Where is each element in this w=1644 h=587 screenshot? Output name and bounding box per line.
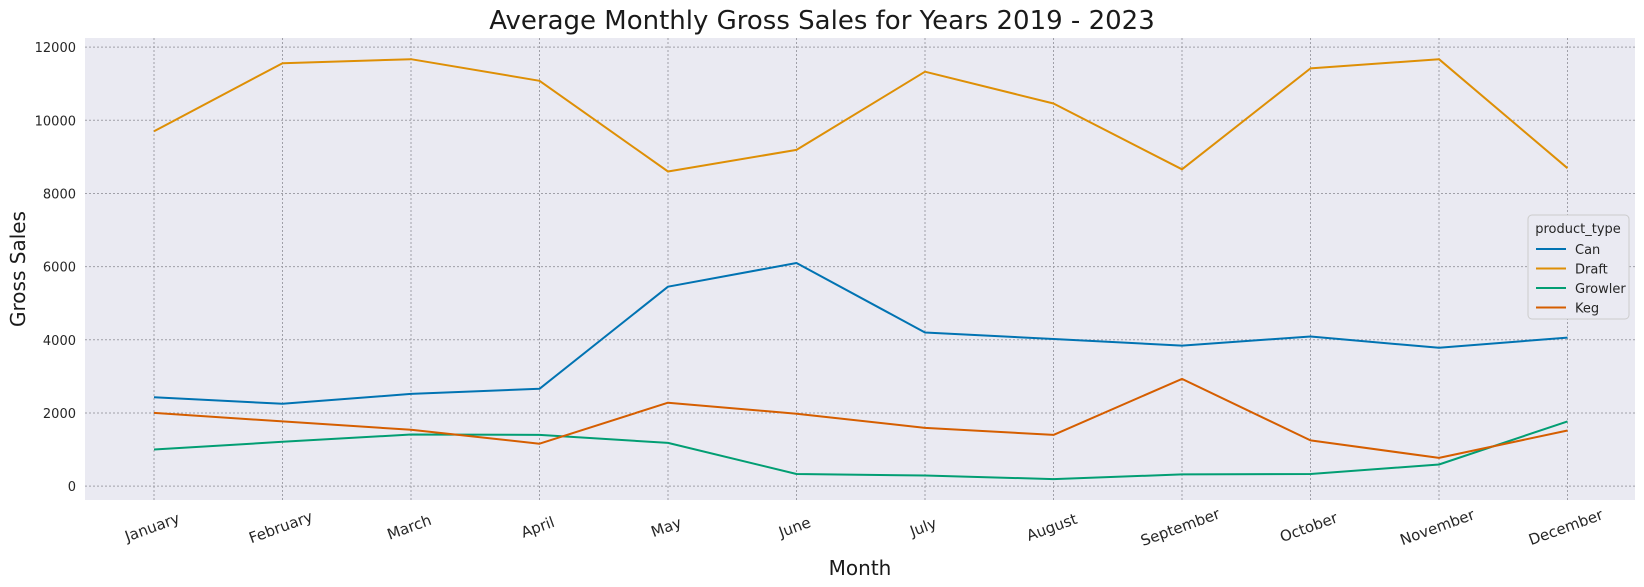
x-tick-label: August [1024,510,1080,545]
y-tick-label: 8000 [43,187,76,202]
x-tick-label: June [775,513,813,541]
x-tick-label: October [1278,508,1341,546]
x-tick-label: March [385,511,434,544]
x-tick-label: May [649,513,684,541]
y-tick-labels: 0 2000 4000 6000 8000 10000 12000 [35,41,76,495]
series-line-can [153,262,1568,405]
x-gridlines [153,38,1568,500]
x-axis-label: Month [829,556,892,580]
y-tick-label: 2000 [43,407,76,422]
y-tick-label: 4000 [43,334,76,349]
legend-box [1527,214,1630,320]
x-tick-label: December [1526,505,1606,549]
legend-label: Growler [1575,282,1626,297]
legend-label: Can [1575,243,1600,258]
x-tick-label: February [246,507,315,547]
legend-title: product_type [1535,222,1621,237]
legend: product_type Can Draft Growler Keg [1527,214,1630,320]
x-tick-label: November [1398,505,1478,549]
plot-area [85,38,1635,500]
legend-label: Keg [1575,302,1599,317]
chart-title: Average Monthly Gross Sales for Years 20… [489,6,1155,36]
legend-label: Draft [1575,263,1608,278]
series-line-draft [153,58,1569,173]
x-tick-label: April [519,513,557,542]
series-line-growler [153,420,1568,481]
series-line-keg [153,377,1568,459]
y-axis-label: Gross Sales [6,211,30,327]
series-lines [153,58,1569,481]
legend-items: Can Draft Growler Keg [1536,243,1626,317]
x-tick-label: September [1138,504,1223,550]
x-tick-label: January [122,509,183,546]
y-tick-label: 6000 [43,261,76,276]
y-tick-label: 12000 [35,41,76,56]
x-tick-label: July [907,514,940,541]
y-tick-label: 10000 [35,114,76,129]
x-tick-labels: January February March April May June July Augu… [122,504,1607,550]
y-tick-label: 0 [68,480,76,495]
